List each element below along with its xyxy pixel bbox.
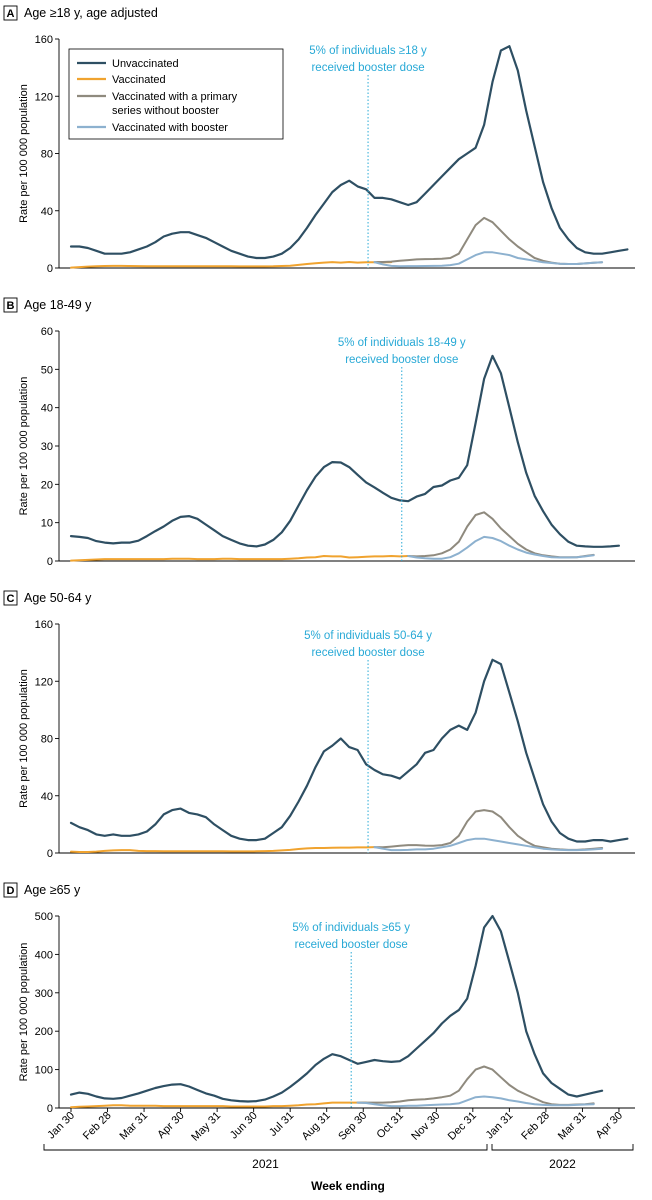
y-tick-label: 200 <box>35 1026 53 1038</box>
x-tick-label: Sep 30 <box>336 1110 369 1143</box>
y-tick-label: 0 <box>47 848 53 860</box>
series-line-with-booster <box>356 1095 595 1108</box>
y-tick-label: 60 <box>41 326 53 338</box>
booster-annotation-line2: received booster dose <box>311 647 424 659</box>
booster-annotation-line2: received booster dose <box>311 62 424 74</box>
series-line-vaccinated <box>70 846 376 853</box>
series-line-with-booster <box>373 251 604 268</box>
panel-a: A Age ≥18 y, age adjusted 0 40 80 120 160 Rate … <box>3 5 635 275</box>
series-line-primary-no-booster <box>356 1065 595 1106</box>
series-line-unvaccinated <box>69 45 629 260</box>
x-tick-label: Aug 31 <box>300 1110 333 1143</box>
panel-c: C Age 50-64 y 0 40 80 120 160 Rate per 100 000 … <box>3 590 635 860</box>
booster-annotation-line1: 5% of individuals ≥65 y <box>292 922 410 934</box>
y-tick-label: 0 <box>47 263 53 275</box>
y-tick-label: 160 <box>35 34 53 46</box>
y-tick-label: 160 <box>35 619 53 631</box>
x-tick-label: Mar 31 <box>117 1110 150 1143</box>
x-tick-label: Feb 28 <box>81 1110 114 1143</box>
booster-annotation-line1: 5% of individuals ≥18 y <box>309 45 427 57</box>
y-axis-title: Rate per 100 000 population <box>18 943 30 1082</box>
panel-letter: A <box>7 8 15 20</box>
y-tick-label: 80 <box>41 149 53 161</box>
panel-letter-box <box>3 882 18 898</box>
panel-title: Age 18-49 y <box>24 298 92 312</box>
y-axis-title: Rate per 100 000 population <box>18 84 30 223</box>
y-tick-label: 40 <box>41 791 53 803</box>
x-tick-label: Apr 30 <box>155 1110 186 1141</box>
y-tick-label: 20 <box>41 479 53 491</box>
panel-letter-box <box>3 590 18 606</box>
x-tick-label: Oct 31 <box>374 1110 405 1141</box>
series-line-with-booster <box>373 837 604 852</box>
series-line-primary-no-booster <box>373 216 604 265</box>
y-tick-label: 400 <box>35 949 53 961</box>
y-axis-title: Rate per 100 000 population <box>18 669 30 808</box>
x-axis-title: Week ending <box>311 1179 385 1193</box>
legend-label-vaccinated: Vaccinated <box>112 74 166 86</box>
panel-title: Age ≥18 y, age adjusted <box>24 6 158 20</box>
y-tick-label: 500 <box>35 911 53 923</box>
series-line-vaccinated <box>70 555 410 562</box>
x-axis: Jan 30 Feb 28 Mar 31 Apr 30 May 31 Jun 30 Jul … <box>43 1108 634 1193</box>
y-tick-label: 30 <box>41 441 53 453</box>
series-line-vaccinated <box>70 261 393 269</box>
legend-label-with-booster: Vaccinated with booster <box>112 122 228 134</box>
x-tick-label: Jul 31 <box>267 1110 296 1139</box>
series-line-with-booster <box>407 535 595 560</box>
legend: Unvaccinated Vaccinated Vaccinated with … <box>68 48 284 140</box>
booster-annotation-line1: 5% of individuals 50-64 y <box>304 630 432 642</box>
y-tick-label: 80 <box>41 734 53 746</box>
y-tick-label: 40 <box>41 403 53 415</box>
series-line-vaccinated <box>70 1101 368 1109</box>
y-tick-label: 40 <box>41 206 53 218</box>
x-tick-label: Nov 30 <box>409 1110 442 1143</box>
y-tick-label: 300 <box>35 988 53 1000</box>
panel-letter-box <box>3 297 18 313</box>
y-tick-label: 120 <box>35 676 53 688</box>
x-tick-label: Mar 31 <box>556 1110 589 1143</box>
legend-label-unvaccinated: Unvaccinated <box>112 58 179 70</box>
x-tick-label: Feb 28 <box>519 1110 552 1143</box>
panel-d: D Age ≥65 y 0 100 200 300 400 500 Rate per 100 0… <box>3 882 635 1115</box>
y-tick-label: 0 <box>47 1103 53 1115</box>
x-tick-label: Apr 30 <box>594 1110 625 1141</box>
year-label: 2022 <box>549 1157 576 1171</box>
panel-letter: B <box>7 300 15 312</box>
x-tick-label: Dec 31 <box>446 1110 479 1143</box>
booster-annotation-line2: received booster dose <box>295 939 408 951</box>
panels: A Age ≥18 y, age adjusted 0 40 80 120 160 Rate … <box>3 5 635 1115</box>
year-bracket <box>43 1144 488 1151</box>
panel-letter: C <box>7 593 15 605</box>
y-tick-label: 120 <box>35 91 53 103</box>
booster-annotation-line2: received booster dose <box>345 354 458 366</box>
year-bracket <box>491 1144 634 1151</box>
y-tick-label: 10 <box>41 518 53 530</box>
year-label: 2021 <box>252 1157 279 1171</box>
booster-annotation-line1: 5% of individuals 18-49 y <box>338 337 466 349</box>
x-tick-label: May 31 <box>189 1110 223 1144</box>
legend-label-primary-no-booster: Vaccinated with a primary series without … <box>112 91 238 117</box>
legend-label-line: series without booster <box>112 105 219 117</box>
series-line-unvaccinated <box>69 658 629 843</box>
y-tick-label: 50 <box>41 364 53 376</box>
panel-b: B Age 18-49 y 0 10 20 30 40 50 60 Rate per 100 00… <box>3 297 635 568</box>
panel-letter: D <box>7 885 15 897</box>
series-line-unvaccinated <box>69 354 621 548</box>
legend-label-line: Vaccinated with a primary <box>112 91 238 103</box>
y-tick-label: 0 <box>47 556 53 568</box>
series-line-primary-no-booster <box>373 809 604 851</box>
y-axis-title: Rate per 100 000 population <box>18 377 30 516</box>
series-line-unvaccinated <box>69 914 604 1103</box>
x-tick-label: Jun 30 <box>228 1110 260 1142</box>
series-line-primary-no-booster <box>407 511 595 559</box>
panel-letter-box <box>3 5 18 21</box>
x-tick-label: Jan 31 <box>484 1110 516 1142</box>
panel-title: Age ≥65 y <box>24 883 81 897</box>
y-tick-label: 100 <box>35 1065 53 1077</box>
panel-title: Age 50-64 y <box>24 591 92 605</box>
